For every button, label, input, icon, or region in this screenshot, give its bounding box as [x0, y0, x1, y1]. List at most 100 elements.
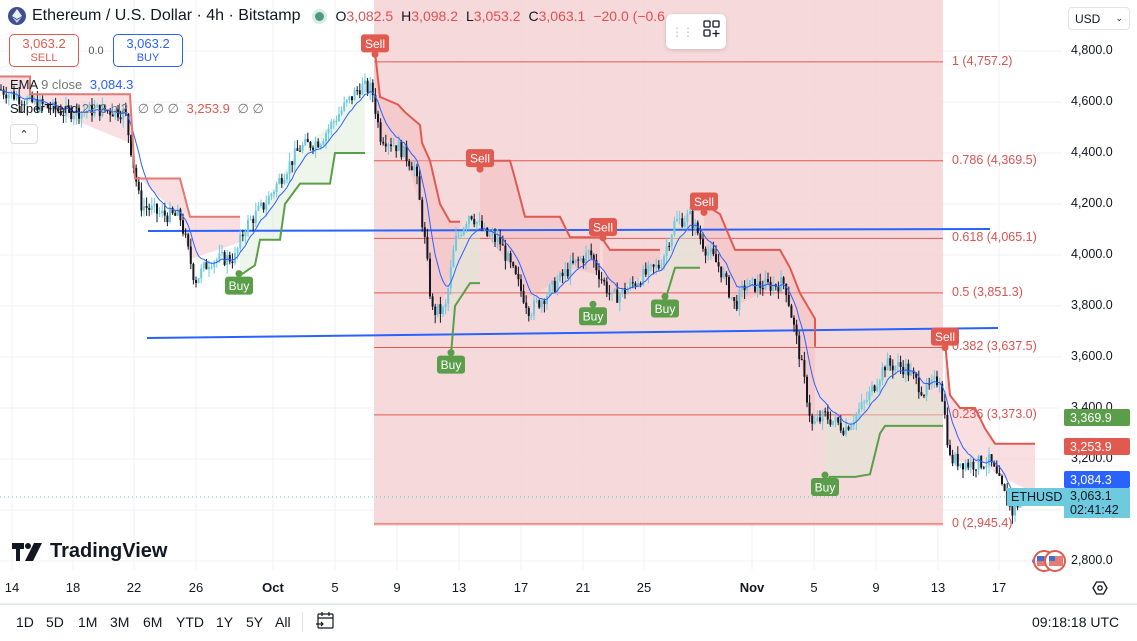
settings-icon[interactable]	[1092, 581, 1108, 595]
floating-toolbar[interactable]: ⋮⋮	[666, 14, 726, 49]
tradingview-logo[interactable]: TradingView	[12, 540, 167, 563]
time-axis-label: 17	[513, 580, 529, 595]
range-button-all[interactable]: All	[275, 614, 291, 630]
signal-markers: Sell Buy Buy Sell Sell Buy Buy Sell Sell Buy	[225, 34, 959, 497]
time-axis-label: 22	[126, 580, 142, 595]
sell-button[interactable]: 3,063.2 SELL	[9, 34, 79, 67]
range-button-5d[interactable]: 5D	[46, 614, 64, 630]
price-axis-label: 4,400.0	[1071, 145, 1113, 159]
time-axis-label: 25	[636, 580, 652, 595]
sell-signal: Sell	[589, 217, 617, 242]
svg-text:Sell: Sell	[694, 195, 714, 209]
tradingview-logo-icon	[12, 542, 42, 561]
buy-signal: Buy	[811, 471, 839, 497]
trade-buttons: 3,063.2 SELL 0.0 3,063.2 BUY	[9, 34, 183, 67]
clock-timezone[interactable]: 09:18:18 UTC	[1032, 614, 1120, 630]
bottom-toolbar	[0, 604, 1137, 641]
symbol-title[interactable]: Ethereum / U.S. Dollar · 4h · Bitstamp	[32, 7, 301, 24]
time-axis-label: Nov	[739, 580, 765, 595]
supertrend-up-tag: 3,369.9	[1064, 409, 1130, 426]
trend-lines[interactable]	[146, 228, 999, 339]
range-button-3m[interactable]: 3M	[110, 614, 130, 630]
ema-legend[interactable]: EMA 9 close 3,084.3	[10, 77, 134, 92]
time-axis-label: 5	[331, 580, 339, 595]
supertrend-legend[interactable]: SuperTrend 22 3 hl2 ∅ ∅ ∅ 3,253.9 ∅ ∅	[10, 101, 264, 116]
sell-signal: Sell	[466, 149, 494, 173]
buy-signal: Buy	[437, 349, 465, 374]
fib-level-label: 0.236 (3,373.0)	[952, 406, 1037, 421]
svg-text:Buy: Buy	[583, 310, 604, 324]
ema-line	[0, 89, 1023, 499]
range-button-ytd[interactable]: YTD	[176, 614, 204, 630]
time-axis-label: 17	[991, 580, 1007, 595]
sell-signal: Sell	[931, 327, 959, 352]
market-status-icon[interactable]	[314, 11, 324, 21]
price-axis-label: 3,800.0	[1071, 298, 1113, 312]
symbol-tag: ETHUSD	[1007, 488, 1067, 506]
svg-text:Buy: Buy	[655, 302, 676, 316]
ema-tag: 3,084.3	[1064, 471, 1130, 488]
svg-text:Sell: Sell	[365, 37, 385, 51]
fib-level-label: 0.786 (4,369.5)	[952, 152, 1037, 167]
supertrend-down-tag: 3,253.9	[1064, 438, 1130, 455]
fib-level-label: 1 (4,757.2)	[952, 53, 1013, 68]
flag-icons[interactable]	[1032, 550, 1066, 572]
time-axis-label: 5	[810, 580, 818, 595]
buy-button[interactable]: 3,063.2 BUY	[113, 34, 183, 67]
time-axis-label: Oct	[262, 580, 284, 595]
currency-select[interactable]: USD ⌄	[1068, 7, 1130, 30]
buy-signal: Buy	[579, 300, 607, 326]
time-axis-label: 21	[575, 580, 591, 595]
price-axis-label: 4,000.0	[1071, 247, 1113, 261]
fib-level-label: 0.382 (3,637.5)	[952, 339, 1037, 354]
svg-text:Buy: Buy	[229, 279, 250, 293]
candlesticks	[0, 73, 1024, 524]
price-axis-label: 2,800.0	[1071, 553, 1113, 567]
price-axis-label: 4,600.0	[1071, 94, 1113, 108]
time-axis-label: 9	[872, 580, 880, 595]
sell-signal: Sell	[690, 192, 718, 216]
ethereum-logo-icon	[8, 7, 26, 25]
svg-text:Buy: Buy	[815, 481, 836, 495]
chevron-down-icon: ⌄	[1115, 13, 1123, 23]
time-axis-label: 13	[930, 580, 946, 595]
price-axis-label: 3,600.0	[1071, 349, 1113, 363]
time-axis-label: 26	[188, 580, 204, 595]
range-button-1y[interactable]: 1Y	[216, 614, 234, 630]
range-button-1d[interactable]: 1D	[16, 614, 34, 630]
svg-text:Sell: Sell	[470, 152, 490, 166]
price-change: −20.0 (−0.6	[593, 8, 665, 24]
supertrend-lines	[0, 43, 1035, 483]
time-axis-label: 9	[393, 580, 401, 595]
chevron-up-icon: ⌃	[19, 128, 29, 141]
calendar-icon	[316, 612, 334, 629]
svg-text:Sell: Sell	[593, 220, 613, 234]
collapse-legend-button[interactable]: ⌃	[10, 124, 38, 144]
fib-level-label: 0.5 (3,851.3)	[952, 284, 1023, 299]
svg-text:Buy: Buy	[441, 358, 462, 372]
fib-levels	[374, 61, 943, 525]
add-widget-icon[interactable]	[703, 20, 721, 43]
go-to-date-button[interactable]	[315, 611, 335, 636]
range-button-6m[interactable]: 6M	[143, 614, 163, 630]
time-axis-label: 13	[451, 580, 467, 595]
price-axis-label: 4,800.0	[1071, 43, 1113, 57]
buy-signal: Buy	[225, 270, 253, 295]
fib-level-label: 0.618 (4,065.1)	[952, 230, 1037, 245]
drag-handle-icon[interactable]: ⋮⋮	[671, 24, 694, 39]
range-button-1m[interactable]: 1M	[78, 614, 98, 630]
fib-level-label: 0 (2,945.4)	[952, 515, 1013, 530]
last-price-tag: 3,063.1 02:41:42	[1064, 488, 1130, 518]
range-divider	[302, 612, 303, 632]
symbol-header: Ethereum / U.S. Dollar · 4h · Bitstamp O…	[8, 7, 665, 25]
price-axis-label: 4,200.0	[1071, 196, 1113, 210]
svg-text:Sell: Sell	[935, 330, 955, 344]
spread-value: 0.0	[88, 44, 104, 57]
range-button-5y[interactable]: 5Y	[246, 614, 264, 630]
time-axis-label: 18	[65, 580, 81, 595]
buy-signal: Buy	[651, 293, 679, 318]
time-axis-label: 14	[4, 580, 20, 595]
sell-signal: Sell	[361, 34, 389, 58]
ohlc-values: O3,082.5 H3,098.2 L3,053.2 C3,063.1 −20.…	[335, 8, 665, 24]
